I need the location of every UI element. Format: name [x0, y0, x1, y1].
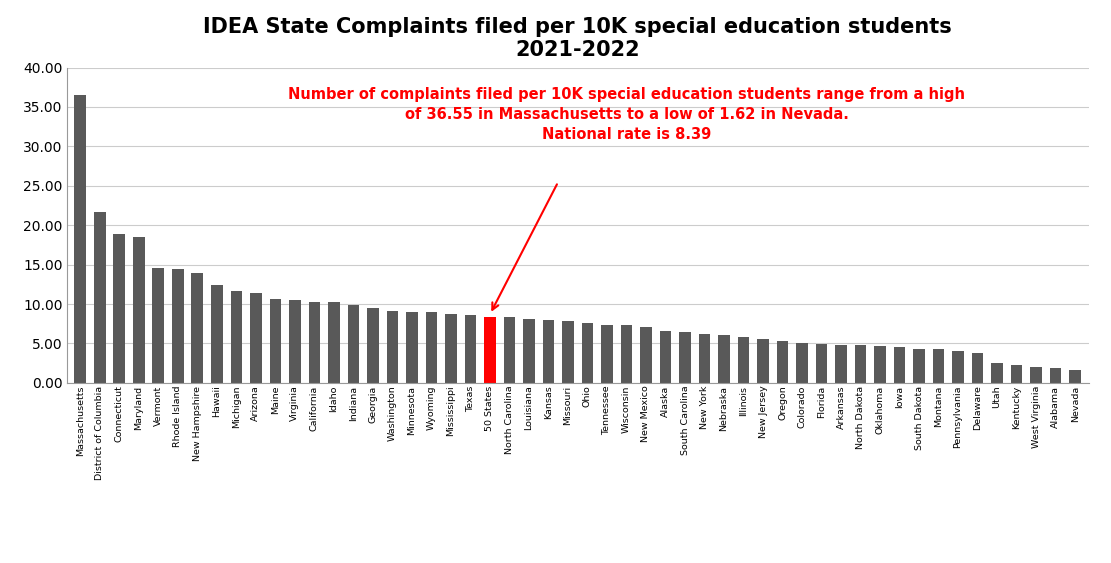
Bar — [367, 307, 379, 383]
Bar — [758, 339, 769, 383]
Bar — [1050, 368, 1061, 383]
Bar — [718, 335, 730, 383]
Bar — [854, 346, 867, 383]
Bar — [1030, 367, 1042, 383]
Bar — [74, 95, 87, 383]
Bar — [933, 349, 944, 383]
Bar — [952, 351, 964, 383]
Bar — [426, 312, 438, 383]
Bar — [406, 312, 418, 383]
Bar — [1011, 365, 1022, 383]
Bar — [991, 363, 1003, 383]
Text: Number of complaints filed per 10K special education students range from a high
: Number of complaints filed per 10K speci… — [288, 87, 965, 142]
Bar — [133, 236, 144, 383]
Bar — [562, 321, 573, 383]
Bar — [738, 337, 750, 383]
Bar — [699, 334, 710, 383]
Bar — [542, 320, 554, 383]
Bar — [484, 317, 496, 383]
Bar — [523, 319, 534, 383]
Bar — [972, 354, 983, 383]
Bar — [211, 285, 222, 383]
Bar — [387, 311, 398, 383]
Bar — [152, 268, 164, 383]
Bar — [113, 234, 126, 383]
Bar — [621, 325, 632, 383]
Bar — [1069, 370, 1081, 383]
Bar — [94, 212, 106, 383]
Bar — [191, 273, 203, 383]
Bar — [309, 302, 320, 383]
Bar — [172, 269, 183, 383]
Title: IDEA State Complaints filed per 10K special education students
2021-2022: IDEA State Complaints filed per 10K spec… — [203, 17, 952, 60]
Bar — [893, 347, 905, 383]
Bar — [348, 305, 359, 383]
Bar — [582, 323, 593, 383]
Bar — [250, 293, 262, 383]
Bar — [913, 348, 925, 383]
Bar — [640, 327, 652, 383]
Bar — [289, 301, 301, 383]
Bar — [464, 315, 477, 383]
Bar — [270, 300, 281, 383]
Bar — [230, 291, 242, 383]
Bar — [601, 324, 613, 383]
Bar — [815, 344, 828, 383]
Bar — [679, 332, 691, 383]
Bar — [503, 318, 516, 383]
Bar — [777, 341, 789, 383]
Bar — [328, 302, 340, 383]
Bar — [797, 343, 808, 383]
Bar — [874, 346, 885, 383]
Bar — [660, 331, 671, 383]
Bar — [446, 314, 457, 383]
Bar — [835, 345, 847, 383]
